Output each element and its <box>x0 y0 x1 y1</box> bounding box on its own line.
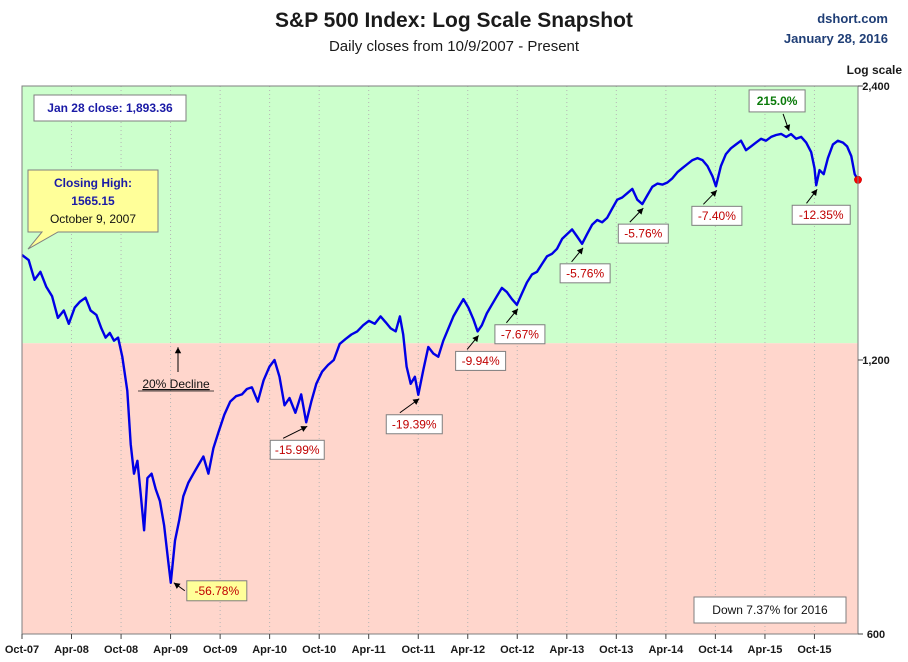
decline-20pct-arrow-head <box>174 347 182 354</box>
xtick-label-8: Oct-11 <box>401 644 435 656</box>
ytick-label-2: 2,400 <box>862 81 890 93</box>
xtick-label-11: Apr-13 <box>549 644 584 656</box>
xtick-label-2: Oct-08 <box>104 644 138 656</box>
drawdown-2010-box <box>269 439 325 460</box>
drawdown-2009-label: -56.78% <box>194 584 239 598</box>
drawdown-2009-arrow-head <box>173 582 181 589</box>
xtick-label-12: Oct-13 <box>599 644 633 656</box>
ytd-2016-label: Down 7.37% for 2016 <box>712 603 828 617</box>
drawdown-2013a-label: -5.76% <box>566 266 604 280</box>
peak-gain-box <box>748 89 806 113</box>
ytick-label-1: 1,200 <box>862 355 890 367</box>
ytick-label-0: 600 <box>867 629 885 641</box>
drawdown-2010-label: -15.99% <box>275 443 320 457</box>
drawdown-2014a-label: -5.76% <box>624 227 662 241</box>
drawdown-2012b-arrow-head <box>511 308 518 316</box>
peak-gain-label: 215.0% <box>757 94 798 108</box>
xtick-label-5: Apr-10 <box>252 644 287 656</box>
closing-high-callout <box>27 169 159 250</box>
source-label: dshort.com <box>817 11 888 26</box>
drawdown-2010-arrow-head <box>300 426 308 432</box>
xtick-label-9: Apr-12 <box>450 644 485 656</box>
drawdown-2011-arrow-head <box>412 398 420 405</box>
xtick-label-1: Apr-08 <box>54 644 89 656</box>
peak-gain-arrow-head <box>784 124 791 131</box>
drawdown-2011-box <box>385 414 443 435</box>
xtick-label-6: Oct-10 <box>302 644 336 656</box>
drawdown-2011-label: -19.39% <box>392 417 437 431</box>
ytd-2016-box <box>693 596 847 624</box>
xtick-label-4: Oct-09 <box>203 644 237 656</box>
closing-high-line-0: Closing High: <box>54 176 132 190</box>
drawdown-2014b-box <box>691 205 743 226</box>
drawdown-2015-box <box>791 204 851 225</box>
drawdown-2012b-label: -7.67% <box>501 327 539 341</box>
drawdown-2012a-box <box>455 350 507 371</box>
drawdown-2014a-box <box>617 223 669 244</box>
xtick-label-10: Oct-12 <box>500 644 534 656</box>
xtick-label-16: Oct-15 <box>797 644 831 656</box>
drawdown-2014a-arrow-head <box>636 208 644 215</box>
drawdown-2013a-arrow-head <box>576 247 584 255</box>
closing-high-line-1: 1565.15 <box>71 194 115 208</box>
drawdown-2009-box <box>186 580 248 602</box>
drawdown-2012b-box <box>494 324 546 345</box>
closing-high-line-2: October 9, 2007 <box>50 212 136 226</box>
drawdown-2012a-arrow-head <box>472 335 479 343</box>
xtick-label-14: Oct-14 <box>698 644 733 656</box>
xtick-label-7: Apr-11 <box>352 644 386 656</box>
y-axis-title: Log scale <box>847 63 903 77</box>
decline-20pct-label: 20% Decline <box>142 377 210 391</box>
drawdown-2015-arrow-head <box>811 189 818 196</box>
jan28-close-label: Jan 28 close: 1,893.36 <box>47 101 173 115</box>
drawdown-2015-label: -12.35% <box>799 208 844 222</box>
drawdown-2013a-box <box>559 263 611 284</box>
date-label: January 28, 2016 <box>784 31 888 46</box>
drawdown-2012a-label: -9.94% <box>462 354 500 368</box>
xtick-label-3: Apr-09 <box>153 644 188 656</box>
xtick-label-0: Oct-07 <box>5 644 39 656</box>
drawdown-2014b-label: -7.40% <box>698 209 736 223</box>
jan28-close-box <box>33 94 187 122</box>
chart-subtitle: Daily closes from 10/9/2007 - Present <box>329 38 580 55</box>
band-below-20pct-decline <box>22 343 858 634</box>
xtick-label-15: Apr-15 <box>748 644 783 656</box>
chart-title: S&P 500 Index: Log Scale Snapshot <box>275 9 633 32</box>
xtick-label-13: Apr-14 <box>648 644 684 656</box>
drawdown-2014b-arrow-head <box>710 190 717 197</box>
series-line <box>21 132 860 584</box>
